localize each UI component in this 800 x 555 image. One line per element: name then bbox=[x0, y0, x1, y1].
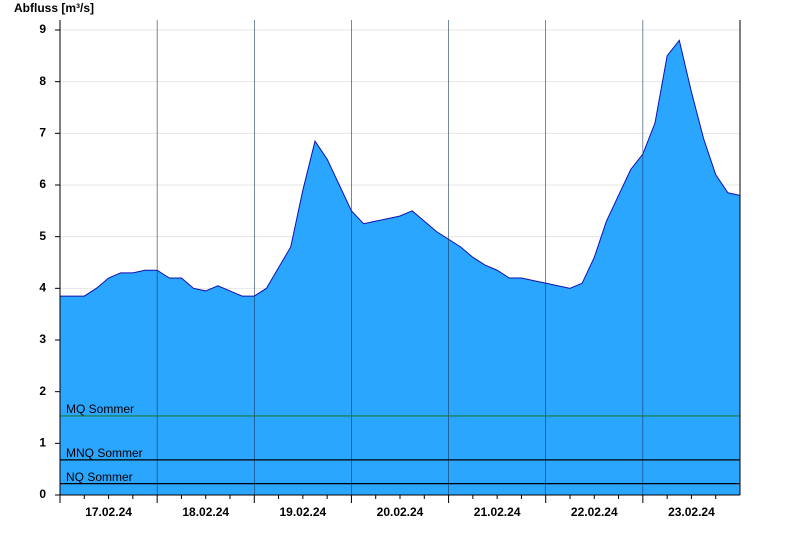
area bbox=[60, 40, 740, 495]
y-tick-label: 8 bbox=[39, 74, 46, 88]
y-tick-label: 9 bbox=[39, 22, 46, 36]
x-tick-label: 17.02.24 bbox=[85, 505, 132, 519]
y-tick-label: 3 bbox=[39, 332, 46, 346]
y-tick-label: 2 bbox=[39, 384, 46, 398]
y-tick-label: 5 bbox=[39, 229, 46, 243]
reference-label: MNQ Sommer bbox=[66, 446, 143, 460]
area-line bbox=[60, 39, 741, 297]
y-axis-label: Abfluss [m³/s] bbox=[14, 1, 94, 15]
reference-label: NQ Sommer bbox=[66, 470, 133, 484]
x-tick-label: 20.02.24 bbox=[377, 505, 424, 519]
x-tick-label: 18.02.24 bbox=[182, 505, 229, 519]
x-tick-label: 23.02.24 bbox=[668, 505, 715, 519]
y-tick-label: 7 bbox=[39, 126, 46, 140]
reference-label: MQ Sommer bbox=[66, 402, 134, 416]
y-tick-label: 4 bbox=[39, 281, 46, 295]
y-tick-label: 1 bbox=[39, 436, 46, 450]
x-tick-label: 19.02.24 bbox=[279, 505, 326, 519]
y-tick-label: 6 bbox=[39, 177, 46, 191]
y-tick-label: 0 bbox=[39, 487, 46, 501]
x-tick-label: 22.02.24 bbox=[571, 505, 618, 519]
x-tick-label: 21.02.24 bbox=[474, 505, 521, 519]
